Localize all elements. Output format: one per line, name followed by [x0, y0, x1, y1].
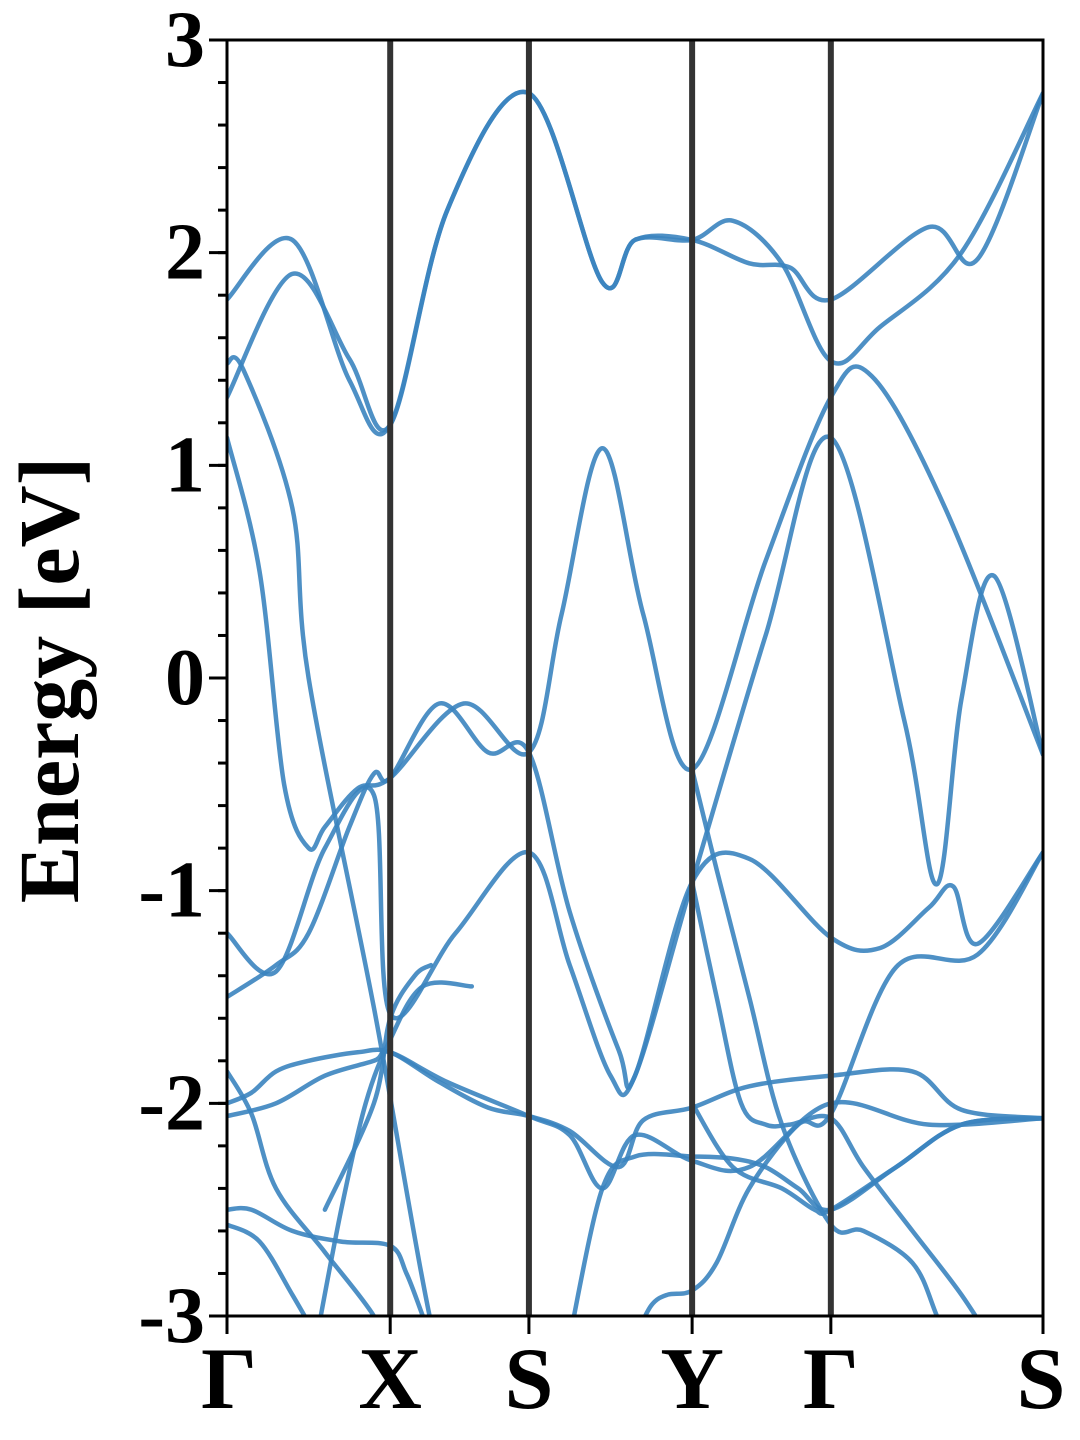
band-line-4 [227, 364, 1043, 852]
high-symmetry-lines [387, 40, 834, 1316]
y-tick-label: -2 [138, 1059, 205, 1147]
band-line-18 [689, 1101, 1043, 1216]
y-tick-label: 1 [165, 421, 205, 509]
x-tick-label: Y [660, 1331, 724, 1428]
y-tick-label: 3 [165, 0, 205, 84]
y-axis-label: Energy [eV] [1, 457, 97, 904]
x-tick-label: S [1017, 1331, 1066, 1428]
band-line-14 [642, 850, 1043, 1316]
band-line-17 [689, 879, 979, 1316]
band-line-11 [227, 1222, 308, 1316]
band-lines [227, 89, 1043, 1316]
y-tick-label: -3 [138, 1272, 205, 1360]
y-axis-ticks: -3 -2 -1 0 1 2 3 [138, 0, 227, 1360]
band-line-3 [227, 355, 432, 1316]
band-line-15 [571, 1115, 1043, 1316]
y-tick-label: -1 [138, 847, 205, 935]
x-tick-label: Γ [201, 1331, 257, 1428]
x-tick-label: X [358, 1331, 422, 1428]
band-line-6 [227, 784, 1043, 1098]
y-tick-label: 0 [165, 634, 205, 722]
band-line-16 [689, 767, 940, 1316]
band-line-10 [227, 1205, 426, 1316]
band-line-12 [318, 980, 475, 1316]
x-tick-label: S [504, 1331, 553, 1428]
band-line-9 [227, 1069, 377, 1316]
band-line-1 [227, 89, 1043, 437]
x-tick-label: Γ [803, 1331, 859, 1428]
y-tick-label: 2 [165, 209, 205, 297]
plot-frame [225, 38, 1045, 1318]
band-line-5 [227, 434, 1043, 1090]
band-line-2 [227, 89, 1043, 433]
band-line-7 [227, 1047, 1043, 1170]
